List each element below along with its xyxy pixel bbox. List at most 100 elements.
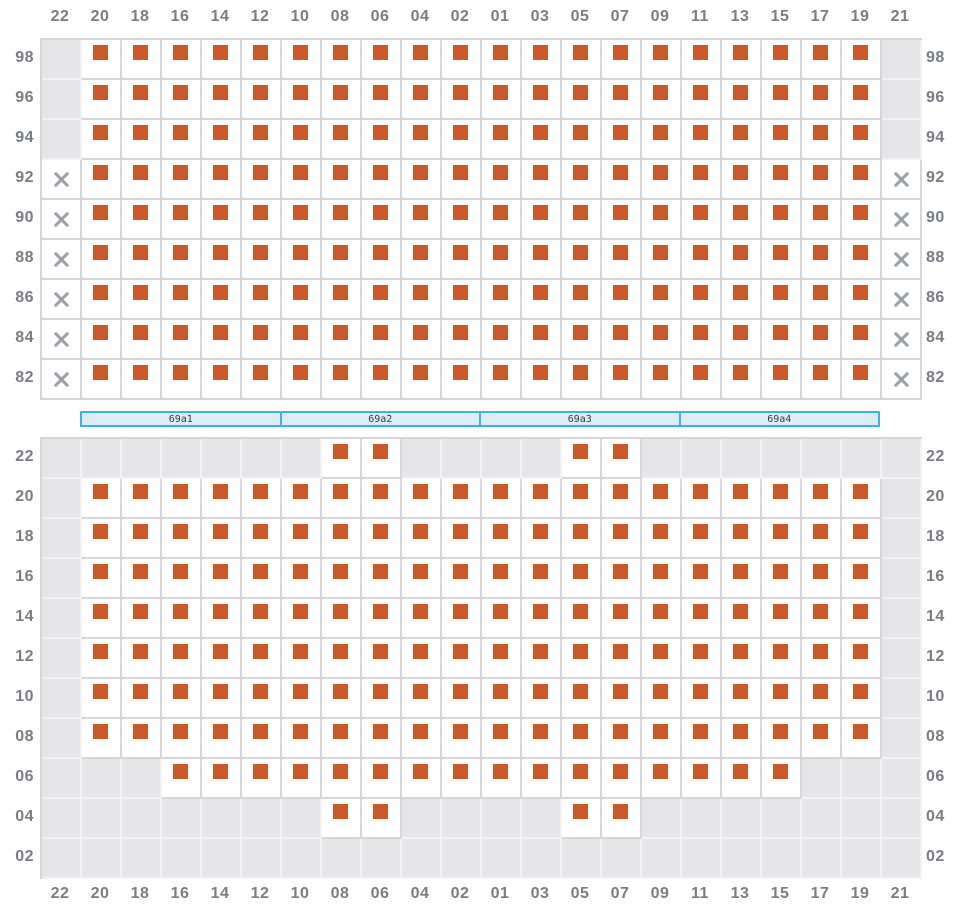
grid-cell-88-05-occupied[interactable] xyxy=(562,240,602,280)
grid-cell-14-11-occupied[interactable] xyxy=(682,599,722,639)
grid-cell-16-14-occupied[interactable] xyxy=(202,559,242,599)
grid-cell-90-05-occupied[interactable] xyxy=(562,200,602,240)
grid-cell-20-12-occupied[interactable] xyxy=(242,479,282,519)
grid-cell-06-07-occupied[interactable] xyxy=(602,759,642,799)
grid-cell-92-09-occupied[interactable] xyxy=(642,160,682,200)
grid-cell-98-12-occupied[interactable] xyxy=(242,40,282,80)
grid-cell-20-01-occupied[interactable] xyxy=(482,479,522,519)
grid-cell-18-20-occupied[interactable] xyxy=(82,519,122,559)
grid-cell-10-20-occupied[interactable] xyxy=(82,679,122,719)
grid-cell-04-08-occupied[interactable] xyxy=(322,799,362,839)
grid-cell-04-05-occupied[interactable] xyxy=(562,799,602,839)
grid-cell-98-09-occupied[interactable] xyxy=(642,40,682,80)
grid-cell-94-18-occupied[interactable] xyxy=(122,120,162,160)
grid-cell-10-07-occupied[interactable] xyxy=(602,679,642,719)
aisle-segment-69a4[interactable]: 69a4 xyxy=(680,413,878,425)
grid-cell-88-09-occupied[interactable] xyxy=(642,240,682,280)
grid-cell-12-20-occupied[interactable] xyxy=(82,639,122,679)
grid-cell-96-17-occupied[interactable] xyxy=(802,80,842,120)
grid-cell-10-13-occupied[interactable] xyxy=(722,679,762,719)
grid-cell-18-19-occupied[interactable] xyxy=(842,519,882,559)
grid-cell-86-18-occupied[interactable] xyxy=(122,280,162,320)
grid-cell-14-06-occupied[interactable] xyxy=(362,599,402,639)
grid-cell-94-02-occupied[interactable] xyxy=(442,120,482,160)
grid-cell-12-08-occupied[interactable] xyxy=(322,639,362,679)
grid-cell-12-09-occupied[interactable] xyxy=(642,639,682,679)
grid-cell-92-05-occupied[interactable] xyxy=(562,160,602,200)
grid-cell-88-15-occupied[interactable] xyxy=(762,240,802,280)
grid-cell-16-05-occupied[interactable] xyxy=(562,559,602,599)
grid-cell-98-11-occupied[interactable] xyxy=(682,40,722,80)
grid-cell-12-18-occupied[interactable] xyxy=(122,639,162,679)
grid-cell-94-16-occupied[interactable] xyxy=(162,120,202,160)
grid-cell-96-03-occupied[interactable] xyxy=(522,80,562,120)
grid-cell-96-14-occupied[interactable] xyxy=(202,80,242,120)
grid-cell-14-10-occupied[interactable] xyxy=(282,599,322,639)
grid-cell-94-15-occupied[interactable] xyxy=(762,120,802,160)
grid-cell-14-13-occupied[interactable] xyxy=(722,599,762,639)
grid-cell-84-07-occupied[interactable] xyxy=(602,320,642,360)
grid-cell-92-20-occupied[interactable] xyxy=(82,160,122,200)
grid-cell-94-19-occupied[interactable] xyxy=(842,120,882,160)
grid-cell-20-05-occupied[interactable] xyxy=(562,479,602,519)
grid-cell-88-13-occupied[interactable] xyxy=(722,240,762,280)
grid-cell-88-08-occupied[interactable] xyxy=(322,240,362,280)
grid-cell-90-11-occupied[interactable] xyxy=(682,200,722,240)
grid-cell-10-06-occupied[interactable] xyxy=(362,679,402,719)
grid-cell-12-16-occupied[interactable] xyxy=(162,639,202,679)
grid-cell-08-02-occupied[interactable] xyxy=(442,719,482,759)
grid-cell-92-19-occupied[interactable] xyxy=(842,160,882,200)
grid-cell-94-08-occupied[interactable] xyxy=(322,120,362,160)
grid-cell-10-08-occupied[interactable] xyxy=(322,679,362,719)
grid-cell-08-03-occupied[interactable] xyxy=(522,719,562,759)
grid-cell-82-02-occupied[interactable] xyxy=(442,360,482,400)
grid-cell-90-07-occupied[interactable] xyxy=(602,200,642,240)
grid-cell-96-15-occupied[interactable] xyxy=(762,80,802,120)
grid-cell-08-12-occupied[interactable] xyxy=(242,719,282,759)
grid-cell-82-19-occupied[interactable] xyxy=(842,360,882,400)
grid-cell-88-19-occupied[interactable] xyxy=(842,240,882,280)
grid-cell-84-16-occupied[interactable] xyxy=(162,320,202,360)
grid-cell-12-17-occupied[interactable] xyxy=(802,639,842,679)
grid-cell-06-16-occupied[interactable] xyxy=(162,759,202,799)
grid-cell-84-22-blocked[interactable] xyxy=(42,320,82,360)
grid-cell-90-04-occupied[interactable] xyxy=(402,200,442,240)
grid-cell-88-20-occupied[interactable] xyxy=(82,240,122,280)
grid-cell-14-03-occupied[interactable] xyxy=(522,599,562,639)
grid-cell-04-07-occupied[interactable] xyxy=(602,799,642,839)
grid-cell-90-10-occupied[interactable] xyxy=(282,200,322,240)
grid-cell-20-02-occupied[interactable] xyxy=(442,479,482,519)
grid-cell-82-09-occupied[interactable] xyxy=(642,360,682,400)
grid-cell-92-01-occupied[interactable] xyxy=(482,160,522,200)
grid-cell-86-12-occupied[interactable] xyxy=(242,280,282,320)
grid-cell-86-10-occupied[interactable] xyxy=(282,280,322,320)
aisle-segment-69a3[interactable]: 69a3 xyxy=(481,413,679,425)
grid-cell-92-04-occupied[interactable] xyxy=(402,160,442,200)
grid-cell-82-04-occupied[interactable] xyxy=(402,360,442,400)
grid-cell-88-01-occupied[interactable] xyxy=(482,240,522,280)
grid-cell-92-21-blocked[interactable] xyxy=(882,160,922,200)
grid-cell-88-06-occupied[interactable] xyxy=(362,240,402,280)
grid-cell-16-01-occupied[interactable] xyxy=(482,559,522,599)
grid-cell-90-14-occupied[interactable] xyxy=(202,200,242,240)
grid-cell-12-13-occupied[interactable] xyxy=(722,639,762,679)
grid-cell-92-18-occupied[interactable] xyxy=(122,160,162,200)
grid-cell-12-06-occupied[interactable] xyxy=(362,639,402,679)
grid-cell-86-03-occupied[interactable] xyxy=(522,280,562,320)
grid-cell-90-19-occupied[interactable] xyxy=(842,200,882,240)
grid-cell-84-12-occupied[interactable] xyxy=(242,320,282,360)
grid-cell-20-06-occupied[interactable] xyxy=(362,479,402,519)
grid-cell-98-05-occupied[interactable] xyxy=(562,40,602,80)
grid-cell-10-10-occupied[interactable] xyxy=(282,679,322,719)
grid-cell-14-19-occupied[interactable] xyxy=(842,599,882,639)
grid-cell-86-01-occupied[interactable] xyxy=(482,280,522,320)
grid-cell-90-09-occupied[interactable] xyxy=(642,200,682,240)
aisle-segment-69a1[interactable]: 69a1 xyxy=(82,413,280,425)
grid-cell-84-11-occupied[interactable] xyxy=(682,320,722,360)
grid-cell-98-15-occupied[interactable] xyxy=(762,40,802,80)
grid-cell-92-08-occupied[interactable] xyxy=(322,160,362,200)
grid-cell-84-03-occupied[interactable] xyxy=(522,320,562,360)
grid-cell-06-02-occupied[interactable] xyxy=(442,759,482,799)
grid-cell-98-19-occupied[interactable] xyxy=(842,40,882,80)
grid-cell-06-15-occupied[interactable] xyxy=(762,759,802,799)
